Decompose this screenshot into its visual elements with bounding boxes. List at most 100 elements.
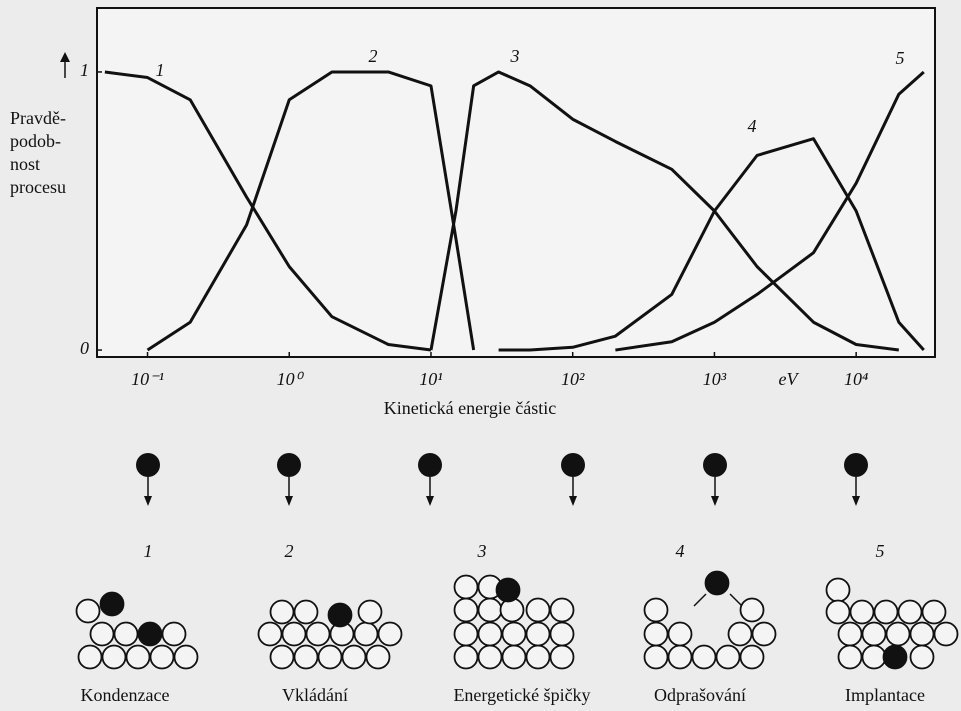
atom-dark xyxy=(706,572,729,595)
x-tick-label: 10³ xyxy=(703,369,727,389)
falling-atom xyxy=(703,453,727,477)
process-label: Implantace xyxy=(845,685,925,705)
atom xyxy=(863,646,886,669)
atom xyxy=(295,601,318,624)
atom xyxy=(259,623,282,646)
process-number: 4 xyxy=(676,541,685,561)
x-axis-label: Kinetická energie částic xyxy=(384,398,557,418)
falling-atom xyxy=(277,453,301,477)
atom xyxy=(379,623,402,646)
atom xyxy=(175,646,198,669)
atom-dark xyxy=(884,646,907,669)
atom xyxy=(527,599,550,622)
atom-dark xyxy=(497,579,520,602)
atom xyxy=(839,646,862,669)
atom xyxy=(455,599,478,622)
x-tick-label: 10⁰ xyxy=(277,369,305,389)
atom xyxy=(455,623,478,646)
atom xyxy=(359,601,382,624)
atom xyxy=(551,646,574,669)
atom xyxy=(367,646,390,669)
atom xyxy=(911,623,934,646)
atom xyxy=(479,646,502,669)
atom xyxy=(693,646,716,669)
falling-atom xyxy=(561,453,585,477)
falling-atom xyxy=(418,453,442,477)
atom xyxy=(899,601,922,624)
atom xyxy=(319,646,342,669)
curve-label: 3 xyxy=(510,46,520,66)
atom xyxy=(527,623,550,646)
atom xyxy=(729,623,752,646)
y-label-line: nost xyxy=(10,154,40,174)
curve-label: 5 xyxy=(896,48,905,68)
y-label-line: Pravdě- xyxy=(10,108,66,128)
x-unit: eV xyxy=(779,369,800,389)
atom xyxy=(355,623,378,646)
y-label-line: procesu xyxy=(10,177,66,197)
atom xyxy=(551,599,574,622)
process-label: Energetické špičky xyxy=(453,685,590,705)
atom-dark xyxy=(101,593,124,616)
atom xyxy=(307,623,330,646)
atom xyxy=(911,646,934,669)
atom xyxy=(295,646,318,669)
curve-label: 1 xyxy=(156,60,165,80)
atom-dark xyxy=(329,604,352,627)
y-tick-label: 1 xyxy=(80,60,89,80)
x-tick-label: 10² xyxy=(561,369,585,389)
atom xyxy=(851,601,874,624)
atom xyxy=(79,646,102,669)
atom xyxy=(77,600,100,623)
process-number: 2 xyxy=(285,541,294,561)
atom xyxy=(923,601,946,624)
process-number: 3 xyxy=(477,541,487,561)
atom xyxy=(669,623,692,646)
atom xyxy=(479,623,502,646)
atom xyxy=(527,646,550,669)
atom xyxy=(271,601,294,624)
atom xyxy=(163,623,186,646)
process-number: 1 xyxy=(144,541,153,561)
atom xyxy=(935,623,958,646)
atom xyxy=(551,623,574,646)
atom xyxy=(343,646,366,669)
atom xyxy=(91,623,114,646)
atom xyxy=(115,623,138,646)
atom xyxy=(741,599,764,622)
atom xyxy=(283,623,306,646)
atom xyxy=(645,623,668,646)
atom xyxy=(669,646,692,669)
process-label: Kondenzace xyxy=(81,685,170,705)
atom xyxy=(479,599,502,622)
atom xyxy=(753,623,776,646)
x-tick-label: 10⁴ xyxy=(844,369,868,389)
atom xyxy=(717,646,740,669)
atom xyxy=(501,599,524,622)
atom-dark xyxy=(139,623,162,646)
curve-label: 4 xyxy=(748,116,757,136)
process-number: 5 xyxy=(876,541,885,561)
atom xyxy=(863,623,886,646)
y-tick-label: 0 xyxy=(80,338,89,358)
atom xyxy=(127,646,150,669)
atom xyxy=(151,646,174,669)
atom xyxy=(455,576,478,599)
falling-atom xyxy=(136,453,160,477)
atom xyxy=(455,646,478,669)
atom xyxy=(887,623,910,646)
curve-label: 2 xyxy=(369,46,378,66)
atom xyxy=(839,623,862,646)
x-tick-label: 10⁻¹ xyxy=(131,369,164,389)
falling-atom xyxy=(844,453,868,477)
atom xyxy=(103,646,126,669)
y-label-line: podob- xyxy=(10,131,61,151)
process-label: Odprašování xyxy=(654,685,746,705)
atom xyxy=(645,646,668,669)
process-label: Vkládání xyxy=(282,685,348,705)
atom xyxy=(741,646,764,669)
atom xyxy=(827,579,850,602)
atom xyxy=(645,599,668,622)
figure: Pravdě- podob- nost procesu Kinetická en… xyxy=(0,0,961,711)
atom xyxy=(503,623,526,646)
